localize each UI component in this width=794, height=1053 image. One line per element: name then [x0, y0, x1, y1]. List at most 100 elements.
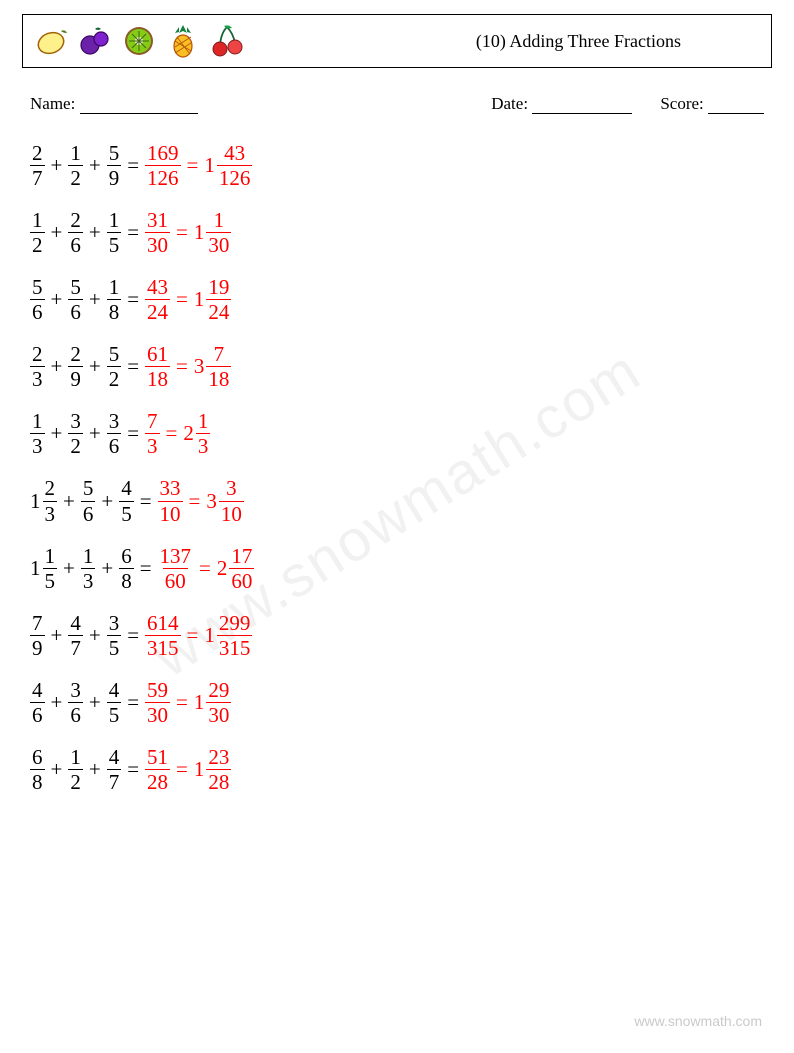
fraction: 45 [119, 477, 134, 524]
numerator: 2 [43, 477, 58, 500]
fraction: 59 [107, 142, 122, 189]
name-label: Name: [30, 94, 75, 113]
mixed-number: 1130 [194, 209, 232, 256]
whole-part: 1 [204, 155, 217, 176]
whole-part: 1 [30, 491, 43, 512]
name-blank[interactable] [80, 99, 198, 114]
denominator: 3 [145, 433, 160, 457]
denominator: 30 [206, 232, 231, 256]
plus-operator: + [83, 155, 107, 176]
denominator: 6 [68, 299, 83, 323]
fraction: 18 [107, 276, 122, 323]
fraction: 13760 [158, 545, 194, 592]
denominator: 9 [30, 635, 45, 659]
plus-operator: + [57, 558, 81, 579]
denominator: 30 [206, 702, 231, 726]
numerator: 2 [68, 343, 83, 366]
fraction: 56 [81, 477, 96, 524]
fraction: 56 [30, 276, 45, 323]
numerator: 1 [43, 545, 58, 568]
date-label: Date: [491, 94, 528, 113]
answer: 6118=3718 [145, 343, 231, 390]
equals-operator: = [121, 289, 145, 310]
equals-operator: = [170, 759, 194, 780]
numerator: 1 [81, 545, 96, 568]
fraction: 3130 [145, 209, 170, 256]
answer: 614315=1299315 [145, 612, 252, 659]
score-label: Score: [660, 94, 703, 113]
numerator: 6 [119, 545, 134, 568]
numerator: 7 [212, 343, 227, 366]
problem-row: 68+12+47=5128=12328 [30, 746, 772, 793]
denominator: 126 [145, 165, 181, 189]
answer: 13760=21760 [158, 545, 255, 592]
mixed-number: 123 [30, 477, 57, 524]
mixed-number: 21760 [217, 545, 255, 592]
denominator: 6 [107, 433, 122, 457]
whole-part: 1 [194, 289, 207, 310]
plus-operator: + [45, 222, 69, 243]
fraction: 36 [68, 679, 83, 726]
mixed-number: 12930 [194, 679, 232, 726]
denominator: 5 [107, 635, 122, 659]
denominator: 2 [68, 433, 83, 457]
problem-row: 12+26+15=3130=1130 [30, 209, 772, 256]
answer: 73=213 [145, 410, 210, 457]
whole-part: 1 [194, 692, 207, 713]
equals-operator: = [121, 423, 145, 444]
fraction: 310 [219, 477, 244, 524]
mixed-number: 213 [183, 410, 210, 457]
fraction: 68 [119, 545, 134, 592]
fraction: 46 [30, 679, 45, 726]
plus-operator: + [95, 558, 119, 579]
denominator: 8 [107, 299, 122, 323]
numerator: 2 [30, 142, 45, 165]
kiwi-icon [121, 23, 157, 59]
plus-operator: + [45, 289, 69, 310]
problem-row: 13+32+36=73=213 [30, 410, 772, 457]
numerator: 5 [107, 343, 122, 366]
equals-operator: = [193, 558, 217, 579]
numerator: 3 [107, 410, 122, 433]
denominator: 8 [119, 568, 134, 592]
denominator: 3 [81, 568, 96, 592]
denominator: 28 [206, 769, 231, 793]
numerator: 1 [30, 410, 45, 433]
problems-list: 27+12+59=169126=14312612+26+15=3130=1130… [22, 142, 772, 793]
numerator: 29 [206, 679, 231, 702]
denominator: 315 [145, 635, 181, 659]
fraction: 5930 [145, 679, 170, 726]
equals-operator: = [170, 692, 194, 713]
denominator: 9 [107, 165, 122, 189]
fraction: 299315 [217, 612, 253, 659]
date-blank[interactable] [532, 99, 632, 114]
numerator: 1 [30, 209, 45, 232]
numerator: 51 [145, 746, 170, 769]
fraction: 6118 [145, 343, 170, 390]
equals-operator: = [170, 356, 194, 377]
equals-operator: = [134, 558, 158, 579]
fraction: 73 [145, 410, 160, 457]
fraction: 29 [68, 343, 83, 390]
score-blank[interactable] [708, 99, 764, 114]
problem-row: 115+13+68=13760=21760 [30, 545, 772, 592]
plus-operator: + [83, 692, 107, 713]
denominator: 315 [217, 635, 253, 659]
answer: 3130=1130 [145, 209, 231, 256]
whole-part: 3 [206, 491, 219, 512]
denominator: 9 [68, 366, 83, 390]
fraction: 4324 [145, 276, 170, 323]
equals-operator: = [160, 423, 184, 444]
denominator: 5 [107, 702, 122, 726]
denominator: 60 [163, 568, 188, 592]
denominator: 3 [196, 433, 211, 457]
plus-operator: + [83, 759, 107, 780]
plus-operator: + [83, 356, 107, 377]
numerator: 43 [145, 276, 170, 299]
plus-operator: + [83, 289, 107, 310]
header-box: (10) Adding Three Fractions [22, 14, 772, 68]
numerator: 33 [158, 477, 183, 500]
denominator: 30 [145, 232, 170, 256]
numerator: 43 [222, 142, 247, 165]
fraction: 68 [30, 746, 45, 793]
